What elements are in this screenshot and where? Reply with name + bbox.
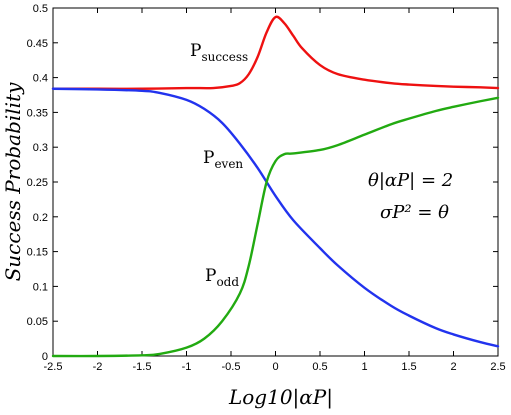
y-tick-label: 0.4	[33, 73, 48, 85]
x-tick-label: -0.5	[222, 361, 241, 373]
series-line-p-odd	[51, 96, 500, 358]
x-axis-label: Log10|αP|	[228, 385, 333, 410]
x-tick-label: -2	[93, 361, 103, 373]
annotation-p-odd: Podd	[205, 266, 239, 289]
annotation-p-odd-base: P	[205, 266, 216, 286]
y-tick-label: 0	[42, 351, 48, 363]
y-tick-label: 0.2	[33, 212, 48, 224]
x-tick-label: -1.5	[133, 361, 152, 373]
series-line-p-even	[51, 87, 500, 348]
series-line-p-success	[51, 15, 500, 90]
annotation-p-success-base: P	[190, 41, 201, 61]
x-tick-label: 0	[272, 361, 278, 373]
y-tick-label: 0.15	[27, 247, 48, 259]
x-tick-label: 1.5	[401, 361, 416, 373]
y-tick-label: 0.05	[27, 316, 48, 328]
x-tick-label: 1	[361, 361, 367, 373]
annotation-p-odd-sub: odd	[216, 275, 239, 289]
y-tick-label: 0.1	[33, 281, 48, 293]
y-tick-label: 0.45	[27, 38, 48, 50]
x-tick-label: 2	[450, 361, 456, 373]
annotation-p-success: Psuccess	[190, 41, 248, 64]
y-tick-label: 0.3	[33, 142, 48, 154]
y-tick-label: 0.35	[27, 107, 48, 119]
y-axis-ticks: 0 0.05 0.1 0.15 0.2 0.25 0.3 0.35 0.4 0.45 0.5	[27, 3, 498, 363]
annotation-p-success-sub: success	[201, 50, 248, 64]
series-lines	[51, 15, 500, 358]
y-tick-label: 0.25	[27, 177, 48, 189]
equation-theta: θ|αP| = 2	[368, 170, 453, 191]
y-tick-label: 0.5	[33, 3, 48, 15]
equation-sigma: σP² = θ	[380, 202, 449, 223]
x-tick-label: -2.5	[44, 361, 63, 373]
x-tick-label: -1	[182, 361, 192, 373]
annotation-p-even: Peven	[203, 148, 243, 171]
annotation-p-even-base: P	[203, 148, 214, 168]
x-tick-label: 0.5	[312, 361, 327, 373]
x-tick-label: 2.5	[490, 361, 505, 373]
x-axis-ticks: -2.5 -2 -1.5 -1 -0.5 0 0.5 1 1.5 2 2.5	[44, 8, 506, 373]
annotation-p-even-sub: even	[214, 157, 243, 171]
y-axis-label: Success Probability	[1, 82, 25, 282]
